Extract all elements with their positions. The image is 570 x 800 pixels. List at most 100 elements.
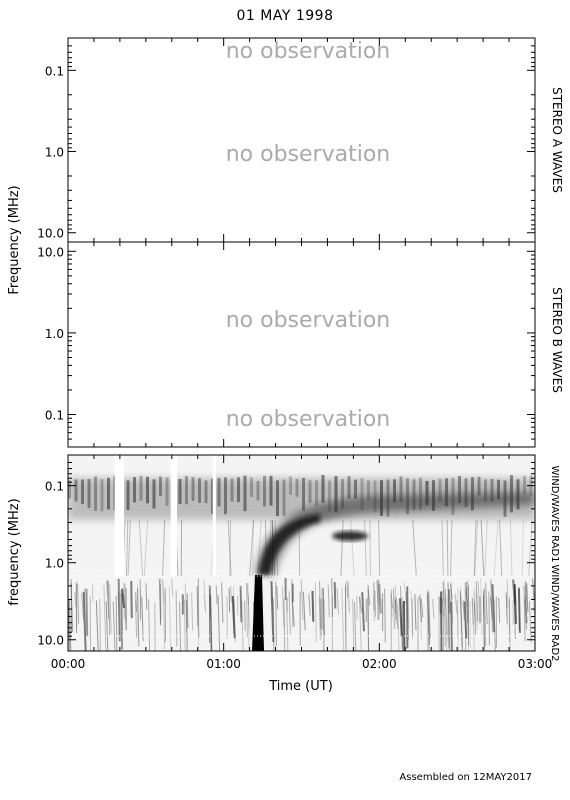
rad2-streak — [275, 581, 277, 647]
rad1-stripe — [399, 476, 403, 503]
rad2-streak — [353, 602, 357, 651]
rad1-streak — [249, 519, 255, 577]
rad2-streak — [230, 585, 232, 603]
rad1-streak — [252, 519, 254, 577]
rad1-stripe — [133, 477, 136, 503]
panel-b-right-label: STEREO B WAVES — [550, 287, 564, 393]
rad1-streak — [364, 519, 367, 577]
panel-b-y-tick-labels: 10.0 1.0 0.1 — [37, 245, 64, 422]
rad2-streak — [493, 599, 496, 651]
rad2-streak — [384, 588, 386, 643]
panel-c-right-label-rad1: WIND/WAVES RAD1 — [549, 465, 560, 562]
panel-a-y-tick-label: 10.0 — [37, 227, 64, 241]
panel-b-no-observation-2: no observation — [226, 407, 391, 432]
rad1-streak — [528, 519, 533, 577]
rad2-streak — [82, 591, 87, 651]
rad1-stripe — [87, 479, 91, 508]
rad1-stripe — [321, 475, 325, 503]
rad2-streak — [99, 599, 101, 651]
rad2-streak — [77, 583, 80, 624]
rad2-streak — [106, 580, 110, 619]
rad2-streak — [308, 593, 311, 616]
rad2-streak — [427, 592, 430, 651]
data-gap — [170, 455, 177, 576]
wind-waves-spectrogram — [68, 455, 535, 651]
rad2-streak — [381, 598, 383, 614]
rad2-streak — [191, 592, 194, 631]
rad2-streak — [488, 591, 490, 646]
rad1-stripe — [139, 475, 143, 501]
rad1-stripe — [334, 476, 338, 513]
rad2-streak — [414, 594, 417, 631]
rad2-streak — [464, 581, 467, 651]
rad1-stripe — [191, 477, 195, 501]
rad2-streak — [246, 583, 249, 604]
rad2-streak — [466, 581, 468, 614]
rad2-streak — [276, 585, 279, 610]
rad1-streak — [509, 519, 513, 577]
rad2-streak — [524, 595, 528, 623]
panel-a-y-tick-labels: 0.1 1.0 10.0 — [37, 64, 64, 240]
rad2-streak — [135, 592, 138, 612]
rad2-streak — [457, 587, 459, 651]
panel-c-y-tick-labels: 0.1 1.0 10.0 — [37, 480, 64, 648]
panel-b-no-observation-1: no observation — [226, 308, 391, 333]
rad1-stripe — [224, 477, 227, 515]
rad2-streak — [291, 599, 295, 627]
panel-c-x-tick-label: 02:00 — [362, 657, 397, 671]
rad2-streak — [130, 580, 133, 619]
rad2-streak — [270, 581, 275, 643]
rad2-streak — [511, 578, 515, 602]
panel-a-ticks — [67, 37, 536, 242]
rad2-streak — [247, 583, 250, 630]
rad1-stripe — [289, 476, 292, 495]
rad2-streak — [121, 588, 126, 608]
rad2-streak — [508, 599, 511, 651]
rad2-streak — [281, 585, 285, 627]
rad2-streak — [399, 598, 403, 637]
rad2-streak — [68, 598, 72, 651]
rad2-streak — [158, 578, 162, 626]
panel-b-y-tick-label: 0.1 — [45, 409, 64, 423]
rad1-streak — [138, 519, 144, 577]
rad2-streaks — [68, 578, 535, 651]
rad2-streak — [327, 584, 330, 618]
rad1-stripe — [81, 479, 84, 505]
rad1-streak — [143, 519, 149, 577]
rad1-streak — [125, 519, 129, 577]
rad1-stripe — [302, 477, 305, 511]
rad1-stripe — [243, 475, 247, 512]
type-ii-drift-core — [258, 514, 320, 575]
panel-a-y-tick-label: 0.1 — [45, 64, 64, 78]
rad1-stripe — [230, 478, 234, 502]
rad2-streak — [454, 593, 458, 614]
rad1-stripe — [425, 480, 429, 506]
rad2-streak — [392, 588, 395, 630]
rad2-streak — [411, 598, 414, 636]
rad2-streak — [352, 599, 355, 650]
rad1-stripe — [126, 480, 130, 511]
rad2-streak — [397, 602, 400, 651]
rad2-streak — [286, 598, 289, 651]
panel-c-y-tick-label: 1.0 — [45, 557, 64, 571]
rad1-streak — [450, 519, 453, 577]
rad2-streak — [145, 583, 148, 610]
rad2-streak — [373, 597, 375, 622]
panel-b-y-tick-label: 10.0 — [37, 245, 64, 259]
rad2-streak — [135, 600, 138, 638]
rad1-stripe — [204, 480, 208, 504]
rad1-streak — [473, 519, 477, 577]
panel-wind-waves: 0.1 1.0 10.0 00:00 01:00 02:00 03:00 frequenc… — [7, 454, 560, 694]
rad1-stripe — [159, 476, 162, 496]
rad1-stripe — [276, 480, 279, 517]
rad2-streak — [394, 599, 397, 621]
panel-c-right-label-rad2: WIND/WAVES RAD2 — [549, 564, 560, 661]
rad2-streak — [208, 584, 211, 618]
panel-stereo-b: 10.0 1.0 0.1 no observation no observation… — [37, 241, 564, 448]
panel-c-y-tick-label: 10.0 — [37, 634, 64, 648]
panel-a-no-observation-1: no observation — [226, 39, 391, 64]
rad2-streak — [465, 591, 469, 607]
rad2-streak — [331, 578, 334, 618]
rad2-streak — [221, 582, 224, 623]
